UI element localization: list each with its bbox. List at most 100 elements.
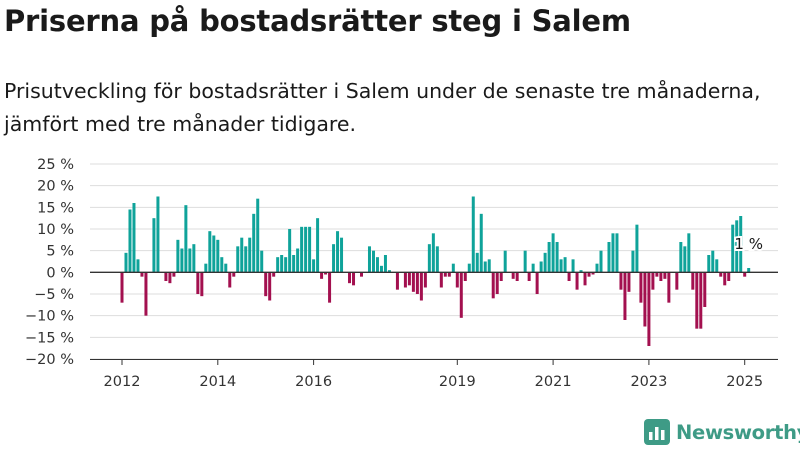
data-bar — [747, 268, 751, 273]
data-bar — [423, 272, 427, 288]
data-bar — [739, 216, 743, 273]
data-bar — [292, 255, 296, 273]
data-bar — [172, 272, 176, 277]
y-tick-label: −15 % — [25, 330, 74, 346]
data-bar — [212, 235, 216, 273]
data-bar — [543, 252, 547, 273]
data-bar — [491, 272, 495, 299]
data-bar — [631, 250, 635, 273]
data-bar — [324, 272, 328, 275]
data-bar — [591, 272, 595, 275]
y-tick-label: −10 % — [25, 309, 74, 325]
data-bar — [463, 272, 467, 281]
data-bar — [691, 272, 695, 290]
data-bar — [675, 272, 679, 290]
data-bar — [236, 246, 240, 273]
logo-text: Newsworthy — [676, 420, 800, 444]
data-bar — [216, 239, 220, 273]
data-bar — [539, 261, 543, 273]
x-tick-label: 2019 — [439, 374, 476, 390]
data-bar — [152, 218, 156, 273]
data-bar — [431, 233, 435, 273]
data-bar — [208, 231, 212, 273]
data-bar — [515, 272, 519, 281]
data-bar — [120, 272, 124, 303]
data-bar — [360, 272, 363, 277]
data-bar — [352, 272, 356, 286]
data-bar — [479, 213, 483, 273]
data-bar — [471, 196, 475, 273]
data-bar — [240, 237, 244, 273]
data-bar — [403, 272, 407, 288]
data-bar — [132, 203, 136, 273]
data-bar — [320, 272, 324, 279]
data-bar — [719, 272, 723, 277]
data-bar — [599, 250, 603, 273]
data-bar — [411, 272, 415, 292]
data-bar — [228, 272, 232, 288]
data-bar — [224, 263, 228, 273]
data-bar — [731, 224, 735, 273]
data-bar — [156, 196, 160, 273]
data-bar — [643, 272, 647, 327]
data-bar — [531, 263, 535, 273]
data-bar — [647, 272, 651, 346]
data-bar — [451, 263, 455, 273]
bars — [120, 196, 751, 346]
data-bar — [595, 263, 599, 273]
data-bar — [268, 272, 272, 301]
data-bar — [547, 242, 551, 273]
data-bar — [527, 272, 531, 281]
axes — [90, 271, 778, 365]
data-bar — [655, 272, 659, 277]
data-bar — [555, 242, 559, 273]
data-bar — [551, 233, 555, 273]
data-bar — [395, 272, 399, 290]
data-bar — [232, 272, 236, 277]
data-bar — [663, 272, 667, 279]
chart-title: Priserna på bostadsrätter steg i Salem — [4, 4, 631, 38]
latest-value-label: 1 % — [734, 235, 763, 253]
data-bar — [455, 272, 459, 288]
newsworthy-logo: Newsworthy — [644, 419, 800, 445]
x-tick-label: 2016 — [295, 374, 332, 390]
data-bar — [435, 246, 439, 273]
data-bar — [523, 250, 527, 273]
data-bar — [176, 239, 180, 273]
data-bar — [443, 272, 447, 277]
data-bar — [499, 272, 503, 281]
data-bar — [415, 272, 419, 294]
data-bar — [272, 272, 276, 277]
data-bar — [587, 272, 591, 277]
data-bar — [511, 272, 515, 279]
y-tick-label: 25 % — [37, 157, 74, 173]
data-bar — [735, 220, 739, 273]
data-bar — [192, 244, 196, 273]
data-bar — [328, 272, 332, 303]
data-bar — [316, 218, 320, 273]
data-bar — [407, 272, 411, 286]
y-tick-label: −20 % — [25, 352, 74, 368]
data-bar — [635, 224, 639, 273]
x-tick-label: 2023 — [630, 374, 667, 390]
data-bar — [607, 242, 611, 273]
data-bar — [715, 259, 719, 273]
data-bar — [375, 257, 379, 273]
data-bar — [627, 272, 631, 292]
data-bar — [727, 272, 731, 281]
data-bar — [188, 248, 192, 273]
data-bar — [639, 272, 643, 303]
y-tick-label: 5 % — [46, 244, 74, 260]
data-bar — [659, 272, 663, 281]
x-tick-label: 2025 — [726, 374, 763, 390]
data-bar — [619, 272, 623, 290]
data-bar — [136, 259, 140, 273]
data-bar — [140, 272, 144, 277]
data-bar — [475, 252, 479, 273]
data-bar — [679, 242, 683, 273]
data-bar — [575, 272, 579, 290]
data-bar — [571, 259, 575, 273]
y-tick-label: −5 % — [34, 287, 74, 303]
data-bar — [535, 272, 539, 294]
data-bar — [483, 261, 487, 273]
